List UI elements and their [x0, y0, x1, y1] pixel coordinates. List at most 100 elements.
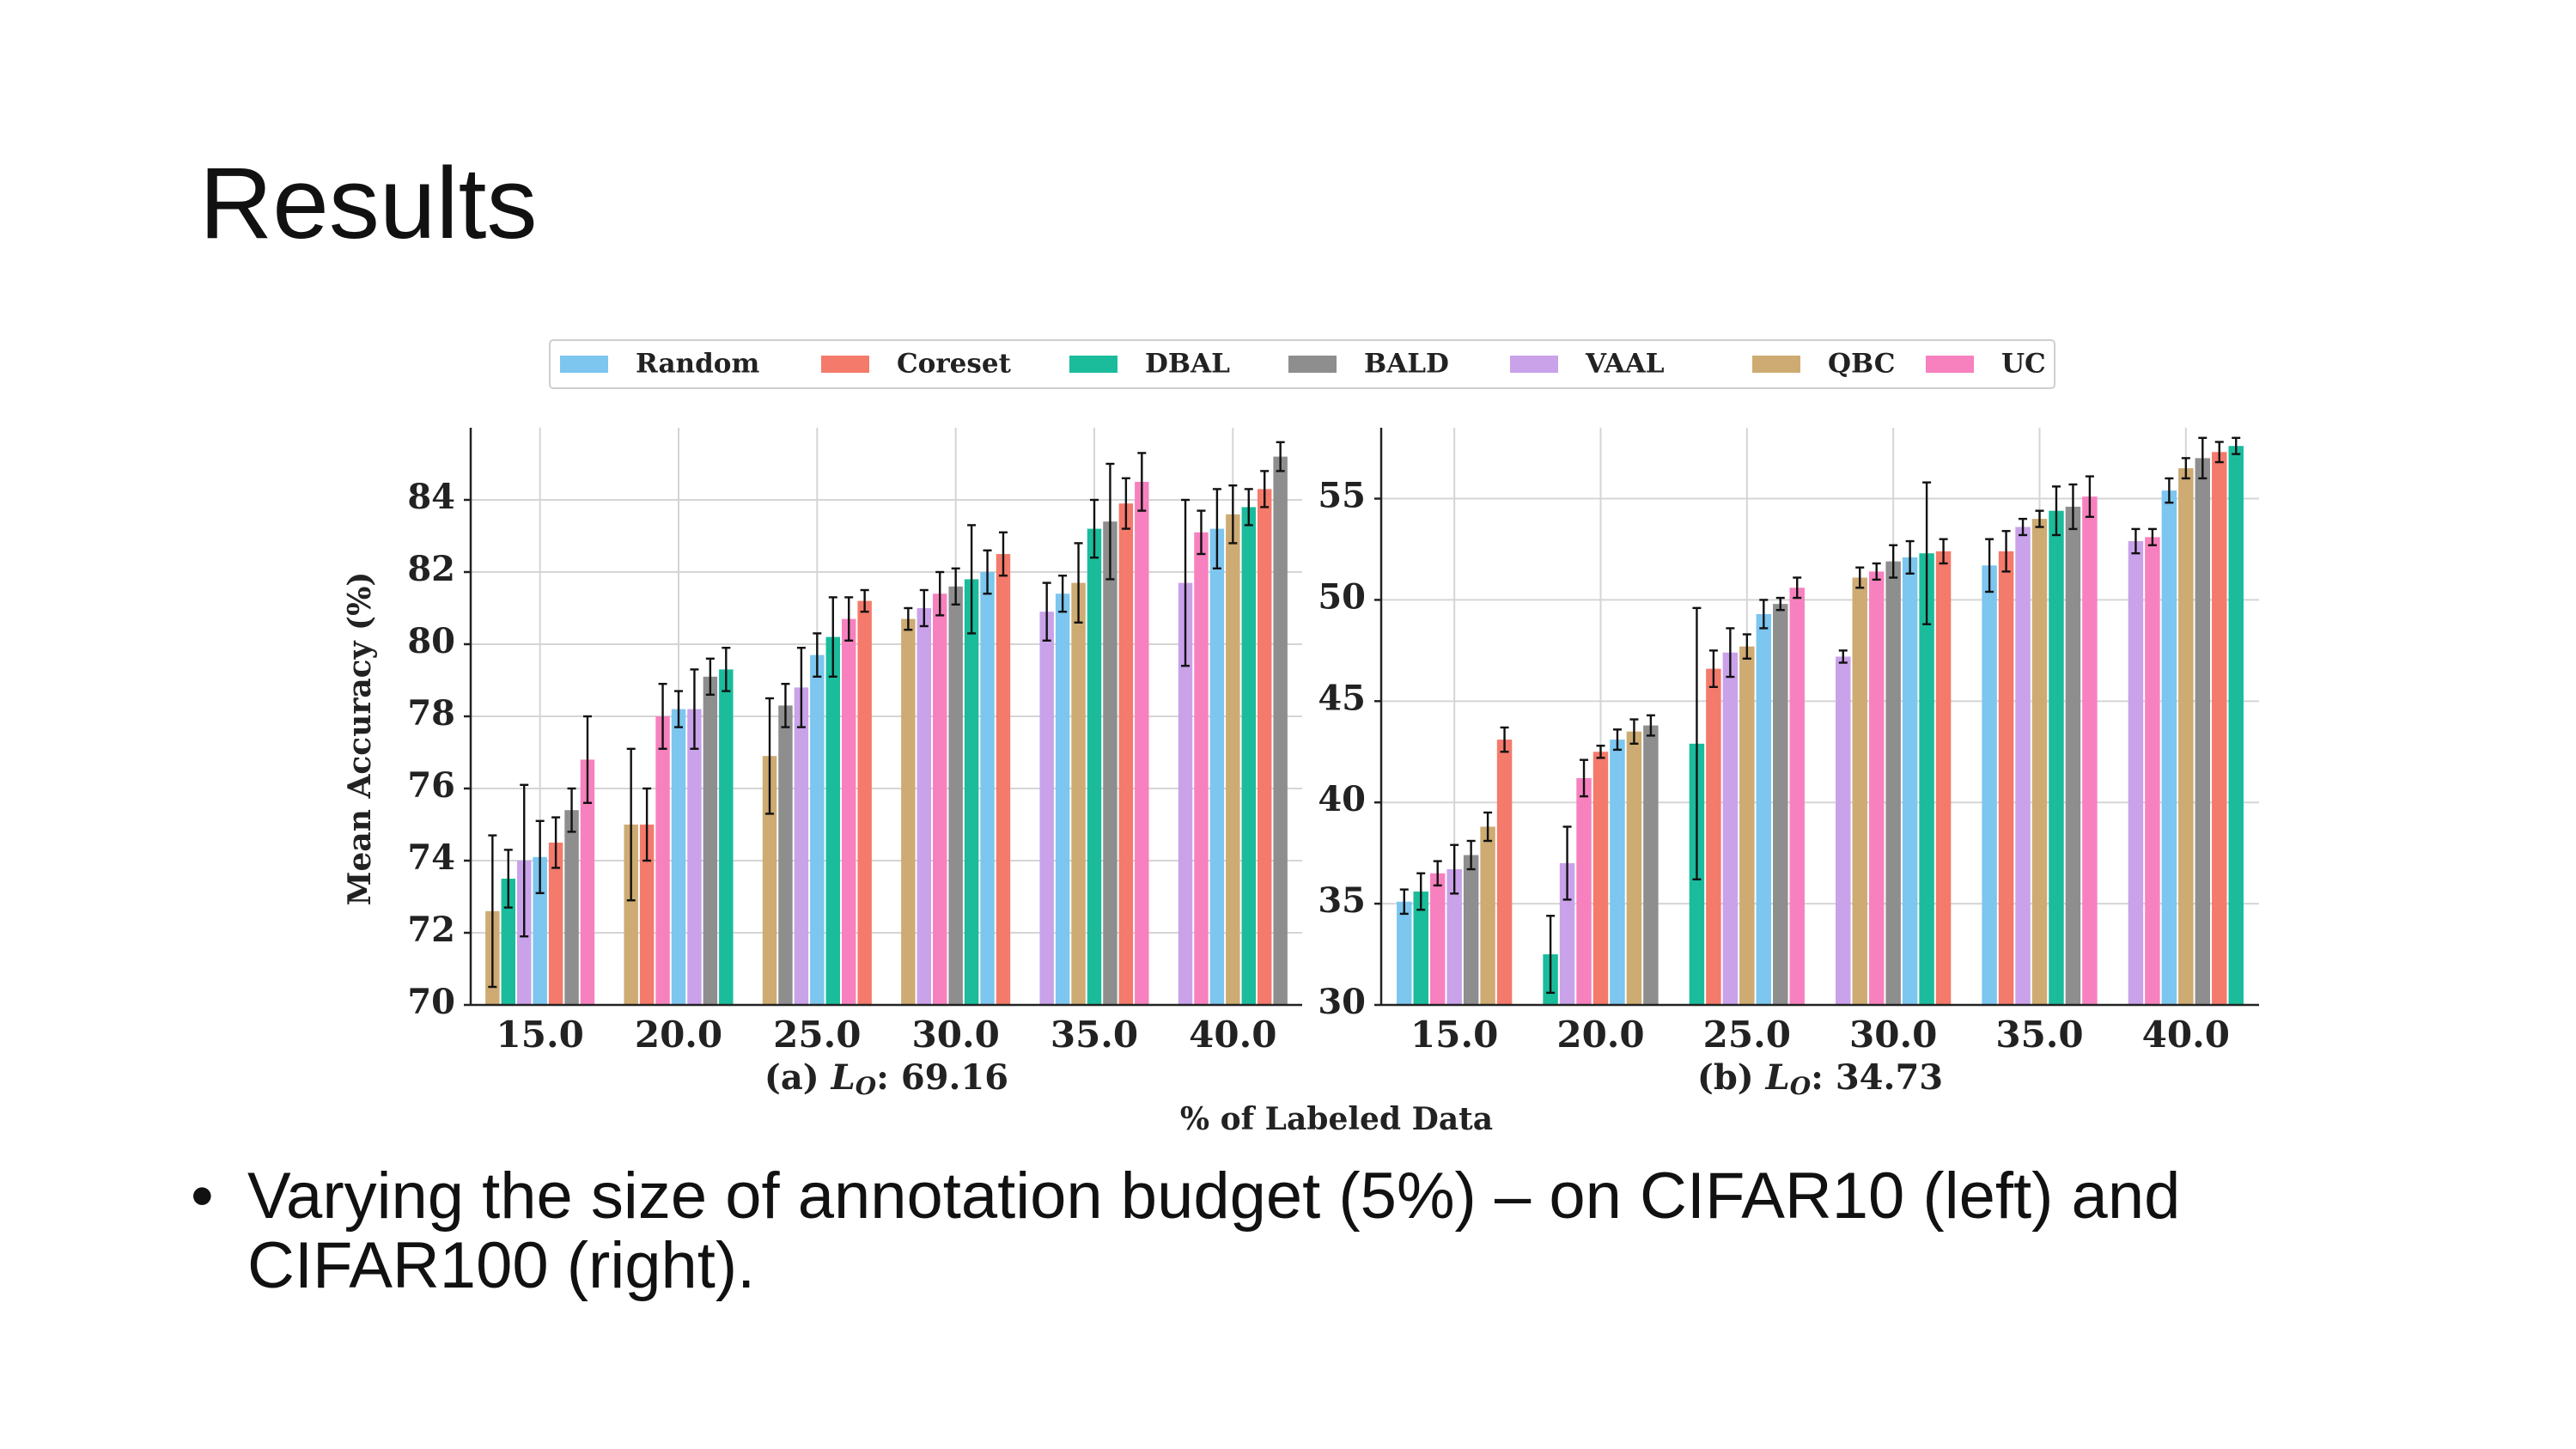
bar-bald [564, 810, 579, 1005]
y-tick-label: 84 [407, 477, 455, 517]
x-tick-label: 25.0 [1703, 1014, 1791, 1056]
bar-vaal [2015, 527, 2031, 1005]
bar-vaal [1722, 652, 1739, 1005]
bar-random [980, 572, 995, 1005]
bar-coreset [1118, 503, 1134, 1005]
x-tick-label: 35.0 [1050, 1014, 1138, 1056]
y-tick-label: 55 [1318, 476, 1366, 516]
chart-panel-a: 70 72 74 76 78 80 82 84 15.0 20.0 25.0 30.0 35.0 40.0… [407, 428, 1302, 1100]
legend-swatch-qbc [1752, 356, 1800, 373]
legend-swatch-coreset [821, 356, 869, 373]
x-tick-label: 20.0 [635, 1014, 722, 1056]
y-tick-label: 72 [407, 910, 455, 950]
x-tick-label: 40.0 [1189, 1014, 1276, 1056]
bullet-symbol: • [191, 1160, 214, 1233]
bar-random [1209, 528, 1225, 1005]
bar-dbal [1087, 528, 1102, 1005]
legend-label-uc: UC [2001, 349, 2046, 380]
bar-qbc [1480, 826, 1495, 1005]
bar-bald [948, 586, 963, 1005]
bar-bald [1643, 725, 1659, 1005]
bar-qbc [2031, 519, 2048, 1005]
bar-vaal [1446, 869, 1462, 1005]
bar-vaal [1039, 612, 1054, 1005]
bar-random [810, 654, 825, 1005]
bar-uc [1194, 532, 1209, 1005]
x-tick-label: 25.0 [773, 1014, 861, 1056]
x-tick-label: 15.0 [1410, 1014, 1498, 1056]
y-tick-label: 50 [1318, 576, 1366, 617]
bar-qbc [1626, 731, 1642, 1005]
y-tick-label: 40 [1318, 779, 1366, 819]
bar-random [1610, 740, 1625, 1005]
bar-qbc [1226, 514, 1240, 1005]
y-tick-label: 30 [1318, 982, 1366, 1022]
legend-label-qbc: QBC [1828, 349, 1895, 380]
bar-random [1397, 901, 1412, 1005]
bar-dbal [2228, 446, 2244, 1005]
bar-bald [1773, 604, 1788, 1005]
x-tick-label: 20.0 [1556, 1014, 1644, 1056]
y-tick-label: 70 [407, 982, 455, 1022]
legend-swatch-random [560, 356, 608, 373]
bar-uc [1576, 777, 1592, 1005]
bar-dbal [1919, 553, 1934, 1005]
y-axis-title: Mean Accuracy (%) [342, 572, 378, 906]
bar-uc [1429, 873, 1446, 1005]
panel-caption: (b) LO: 34.73 [1697, 1057, 1943, 1100]
bar-dbal [2049, 510, 2064, 1005]
bar-dbal [964, 579, 979, 1005]
bar-uc [580, 759, 595, 1005]
legend: Random Coreset DBAL BALD VAAL QBC UC [549, 339, 2055, 389]
legend-swatch-dbal [1069, 356, 1117, 373]
bar-uc [841, 618, 856, 1005]
bar-uc [1135, 482, 1149, 1005]
bar-random [671, 709, 686, 1005]
x-tick-label: 35.0 [1995, 1014, 2083, 1056]
x-tick-label: 15.0 [496, 1014, 584, 1056]
legend-label-coreset: Coreset [897, 349, 1012, 380]
bar-bald [1273, 456, 1288, 1005]
legend-swatch-bald [1288, 356, 1337, 373]
legend-label-dbal: DBAL [1145, 349, 1230, 380]
bar-dbal [1413, 891, 1428, 1005]
bar-qbc [1739, 646, 1755, 1005]
x-axis-title: % of Labeled Data [1180, 1101, 1493, 1137]
bar-random [2161, 490, 2177, 1005]
bar-qbc [624, 825, 638, 1005]
bar-dbal [825, 636, 840, 1005]
bar-random [1756, 613, 1772, 1005]
y-tick-label: 82 [407, 549, 455, 589]
bar-coreset [1706, 668, 1721, 1005]
bar-uc [933, 594, 947, 1005]
chart-panel-b: 30 35 40 45 50 55 15.0 20.0 25.0 30.0 35.0 40.0 (b) … [1318, 428, 2259, 1100]
bar-uc [2082, 496, 2098, 1005]
bar-vaal [917, 608, 932, 1005]
bullet-point: • Varying the size of annotation budget … [191, 1161, 2390, 1301]
bar-uc [1789, 588, 1805, 1005]
bar-bald [1463, 855, 1479, 1005]
bar-vaal [1178, 582, 1193, 1005]
bar-bald [703, 676, 718, 1005]
bar-coreset [548, 843, 563, 1005]
bar-random [1055, 594, 1070, 1005]
bar-coreset [1998, 551, 2014, 1005]
bar-coreset [1592, 752, 1609, 1005]
bar-bald [778, 705, 793, 1005]
slide-title: Results [199, 147, 538, 260]
bar-vaal [794, 687, 809, 1005]
bar-coreset [1935, 551, 1952, 1005]
bar-bald [2195, 458, 2211, 1005]
legend-swatch-vaal [1510, 356, 1558, 373]
bar-qbc [762, 756, 777, 1005]
legend-label-bald: BALD [1364, 349, 1449, 380]
bar-coreset [857, 600, 872, 1005]
bar-coreset [1257, 489, 1272, 1005]
bullet-text: Varying the size of annotation budget (5… [247, 1160, 2181, 1303]
y-tick-label: 76 [407, 765, 455, 806]
bar-uc [1868, 571, 1885, 1005]
bar-qbc [1071, 582, 1086, 1005]
bar-qbc [901, 618, 916, 1005]
bar-uc [655, 716, 670, 1005]
